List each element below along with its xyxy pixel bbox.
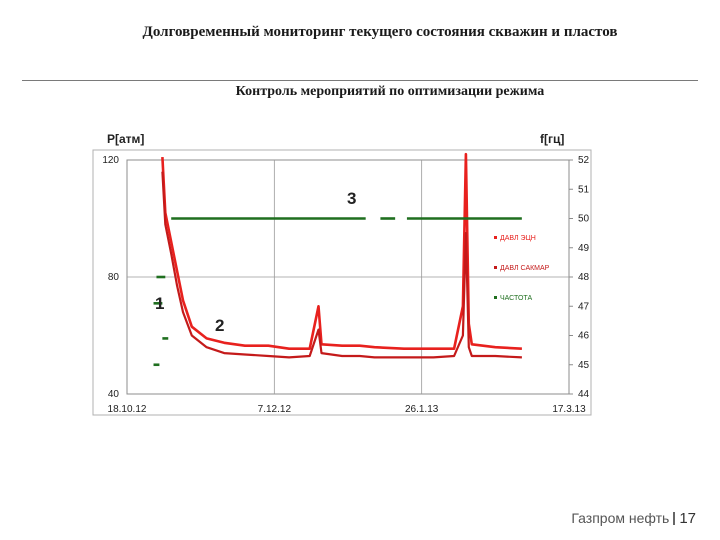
annotation-2: 2: [215, 316, 224, 335]
y-tick-label: 120: [102, 155, 119, 166]
y2-tick-label: 45: [578, 360, 590, 371]
y2-tick-label: 44: [578, 389, 590, 400]
annotation-3: 3: [347, 189, 356, 208]
annotation-1: 1: [155, 294, 164, 313]
slide-title: Долговременный мониторинг текущего состо…: [142, 24, 618, 40]
series-line-pressure-2: [161, 171, 522, 359]
y-axis-label: P[атм]: [107, 132, 144, 146]
x-tick-label: 26.1.13: [405, 404, 439, 415]
y2-tick-label: 47: [578, 301, 590, 312]
legend-entry: ДАВЛ ЭЦН: [500, 235, 536, 242]
legend-marker: [494, 296, 497, 299]
footer: Газпром нефть 17: [571, 510, 696, 527]
chart-labels: P[атм] f[гц] 1 2 3: [107, 132, 564, 335]
y2-tick-label: 52: [578, 155, 590, 166]
y2-tick-label: 50: [578, 214, 590, 225]
y2-tick-label: 48: [578, 272, 590, 283]
axis-ticks: 18.10.12 7.12.12 26.1.13 17.3.13 40 80 120 44 45…: [102, 155, 589, 415]
y2-tick-label: 51: [578, 184, 590, 195]
x-tick-label: 17.3.13: [552, 404, 586, 415]
series-layer: [153, 152, 522, 367]
y2-tick-label: 46: [578, 331, 590, 342]
footer-brand: Газпром нефть: [571, 510, 670, 526]
legend-entry: ЧАСТОТА: [500, 295, 532, 302]
y2-tick-label: 49: [578, 243, 590, 254]
y-tick-label: 80: [108, 272, 120, 283]
series-line-pressure-1: [161, 152, 522, 350]
grid-lines: [127, 160, 569, 394]
y-tick-label: 40: [108, 389, 120, 400]
legend-marker: [494, 266, 497, 269]
legend-marker: [494, 236, 497, 239]
page-number: 17: [679, 510, 696, 527]
legend-entry: ДАВЛ САКМАР: [500, 265, 550, 272]
y2-axis-label: f[гц]: [540, 132, 564, 146]
x-tick-label: 18.10.12: [108, 404, 147, 415]
title-divider: [22, 80, 698, 81]
legend: ДАВЛ ЭЦН ДАВЛ САКМАР ЧАСТОТА: [494, 235, 550, 302]
x-tick-label: 7.12.12: [258, 404, 292, 415]
footer-separator: [673, 512, 676, 525]
slide-subtitle: Контроль мероприятий по оптимизации режи…: [235, 84, 545, 99]
